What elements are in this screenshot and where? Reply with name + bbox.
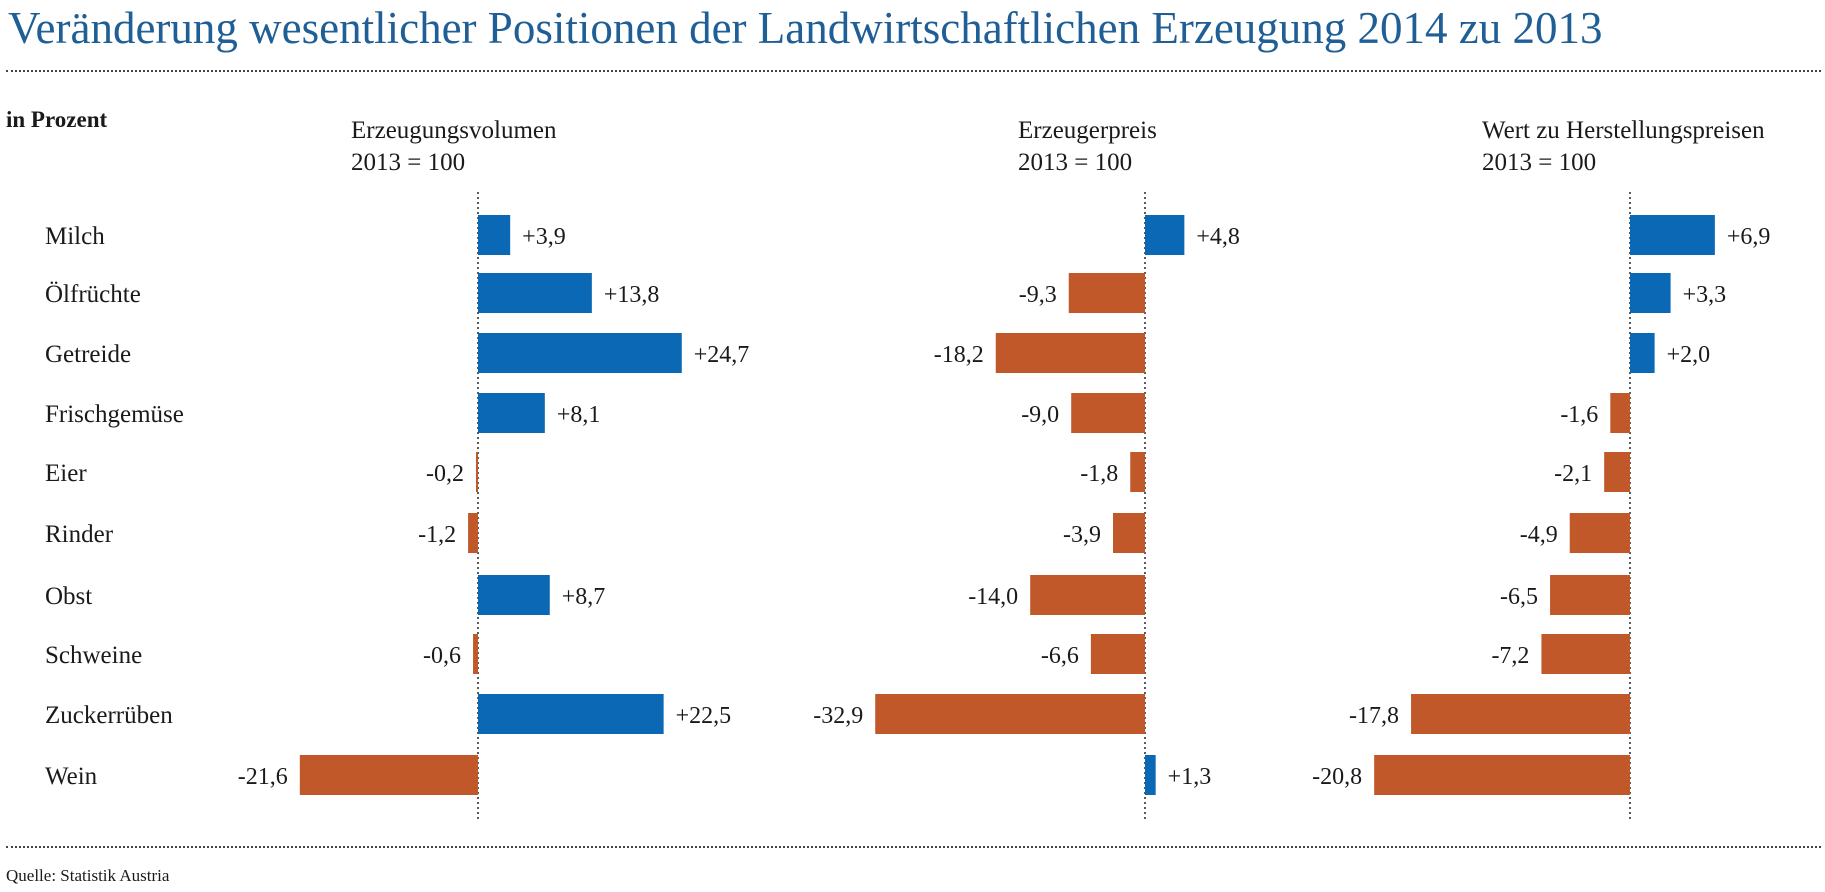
category-label: Eier bbox=[45, 460, 87, 487]
bar bbox=[1630, 333, 1655, 373]
data-label: -0,2 bbox=[426, 461, 464, 487]
bar bbox=[1130, 452, 1145, 492]
bar bbox=[1145, 755, 1156, 795]
data-label: -32,9 bbox=[813, 703, 863, 729]
source-note: Quelle: Statistik Austria bbox=[6, 866, 170, 885]
data-label: -1,6 bbox=[1560, 402, 1598, 428]
data-label: +22,5 bbox=[676, 703, 732, 729]
bottom-divider bbox=[6, 846, 1821, 848]
bar bbox=[875, 694, 1145, 734]
chart-title: Veränderung wesentlicher Positionen der … bbox=[8, 3, 1603, 53]
bar bbox=[478, 273, 592, 313]
data-label: -1,2 bbox=[418, 522, 456, 548]
bar bbox=[1113, 513, 1145, 553]
data-label: +1,3 bbox=[1168, 764, 1212, 790]
category-label: Schweine bbox=[45, 642, 142, 669]
top-divider bbox=[6, 70, 1821, 72]
bar bbox=[1068, 273, 1145, 313]
bar bbox=[478, 575, 550, 615]
bar bbox=[1411, 694, 1630, 734]
bar bbox=[478, 694, 664, 734]
category-label: Milch bbox=[45, 223, 105, 250]
bar bbox=[1630, 215, 1715, 255]
bar bbox=[1030, 575, 1145, 615]
data-label: +8,1 bbox=[557, 402, 601, 428]
bar bbox=[1550, 575, 1630, 615]
data-label: -2,1 bbox=[1554, 461, 1592, 487]
bar bbox=[468, 513, 478, 553]
panel-subtitle: 2013 = 100 bbox=[351, 149, 465, 176]
bar bbox=[478, 333, 682, 373]
data-label: -20,8 bbox=[1312, 764, 1362, 790]
data-label: -0,6 bbox=[423, 643, 461, 669]
data-label: -21,6 bbox=[238, 764, 288, 790]
bar bbox=[1569, 513, 1630, 553]
bar bbox=[1071, 393, 1145, 433]
data-label: +24,7 bbox=[694, 342, 750, 368]
data-label: +2,0 bbox=[1667, 342, 1711, 368]
data-label: -7,2 bbox=[1491, 643, 1529, 669]
panel-title: Erzeugungsvolumen bbox=[351, 117, 557, 144]
data-label: -1,8 bbox=[1080, 461, 1118, 487]
bar bbox=[478, 393, 545, 433]
bar bbox=[473, 634, 478, 674]
category-label: Zuckerrüben bbox=[45, 702, 173, 729]
panel-title: Erzeugerpreis bbox=[1018, 117, 1157, 144]
data-label: +13,8 bbox=[604, 282, 660, 308]
data-label: +6,9 bbox=[1727, 224, 1771, 250]
category-label: Ölfrüchte bbox=[45, 281, 141, 308]
category-label: Getreide bbox=[45, 341, 131, 368]
data-label: -14,0 bbox=[968, 584, 1018, 610]
bar bbox=[995, 333, 1145, 373]
data-label: -18,2 bbox=[934, 342, 984, 368]
bar bbox=[476, 452, 478, 492]
panel-subtitle: 2013 = 100 bbox=[1482, 149, 1596, 176]
data-label: -3,9 bbox=[1063, 522, 1101, 548]
data-label: +8,7 bbox=[562, 584, 606, 610]
unit-label: in Prozent bbox=[6, 107, 108, 132]
bar bbox=[299, 755, 478, 795]
bar bbox=[1610, 393, 1630, 433]
data-label: -9,3 bbox=[1019, 282, 1057, 308]
panel-subtitle: 2013 = 100 bbox=[1018, 149, 1132, 176]
data-label: +3,9 bbox=[522, 224, 566, 250]
bar bbox=[1145, 215, 1185, 255]
data-label: -6,5 bbox=[1500, 584, 1538, 610]
data-label: -17,8 bbox=[1349, 703, 1399, 729]
bar bbox=[478, 215, 511, 255]
category-label: Frischgemüse bbox=[45, 401, 184, 428]
data-label: -9,0 bbox=[1021, 402, 1059, 428]
bar bbox=[1604, 452, 1630, 492]
category-label: Rinder bbox=[45, 521, 114, 548]
data-label: -4,9 bbox=[1520, 522, 1558, 548]
data-label: +4,8 bbox=[1196, 224, 1240, 250]
data-label: -6,6 bbox=[1041, 643, 1079, 669]
category-label: Obst bbox=[45, 583, 92, 610]
bar bbox=[1541, 634, 1630, 674]
bar bbox=[1374, 755, 1630, 795]
bar bbox=[1090, 634, 1145, 674]
bar bbox=[1630, 273, 1671, 313]
data-label: +3,3 bbox=[1683, 282, 1727, 308]
category-label: Wein bbox=[45, 763, 98, 790]
panel-title: Wert zu Herstellungspreisen bbox=[1482, 117, 1765, 144]
